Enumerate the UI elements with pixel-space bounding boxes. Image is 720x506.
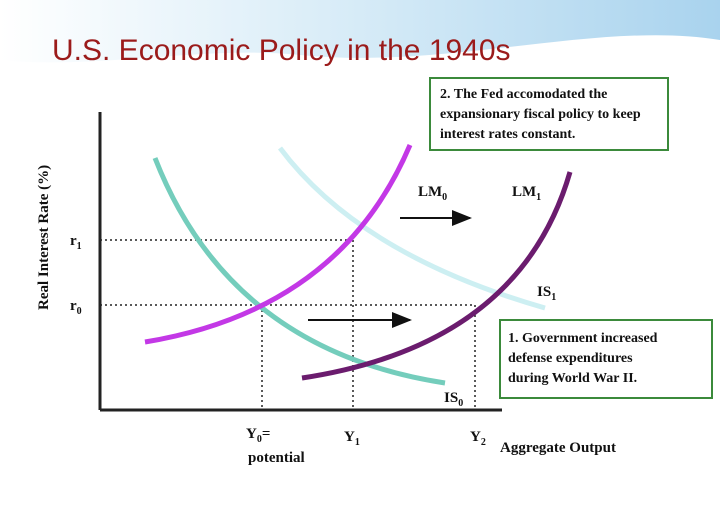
- lm1-curve: [301, 171, 573, 381]
- is0-curve: [152, 157, 446, 386]
- output-label: Y0=: [246, 426, 270, 445]
- note-line: expansionary fiscal policy to keep: [440, 107, 641, 122]
- output-label: Y2: [470, 429, 486, 448]
- note-box: [429, 77, 669, 151]
- curve-label: LM1: [512, 184, 541, 203]
- header-wave: [0, 0, 720, 63]
- note-line: defense expenditures: [508, 351, 633, 366]
- note-line: 1. Government increased: [508, 331, 658, 346]
- slide-title: U.S. Economic Policy in the 1940s: [52, 34, 511, 67]
- note-box: [499, 319, 713, 399]
- curve-label: IS0: [444, 390, 463, 409]
- note-line: interest rates constant.: [440, 127, 575, 142]
- lm0-curve: [144, 144, 413, 345]
- y-axis-label: Real Interest Rate (%): [36, 165, 52, 310]
- curve-label: IS1: [537, 284, 556, 303]
- rate-label: r0: [70, 298, 82, 317]
- note-line: 2. The Fed accomodated the: [440, 87, 607, 102]
- x-axis-label: Aggregate Output: [500, 440, 616, 456]
- curve-label: LM0: [418, 184, 447, 203]
- note-line: during World War II.: [508, 371, 637, 386]
- output-label: Y1: [344, 429, 360, 448]
- rate-label: r1: [70, 233, 82, 252]
- output-label: potential: [248, 450, 305, 466]
